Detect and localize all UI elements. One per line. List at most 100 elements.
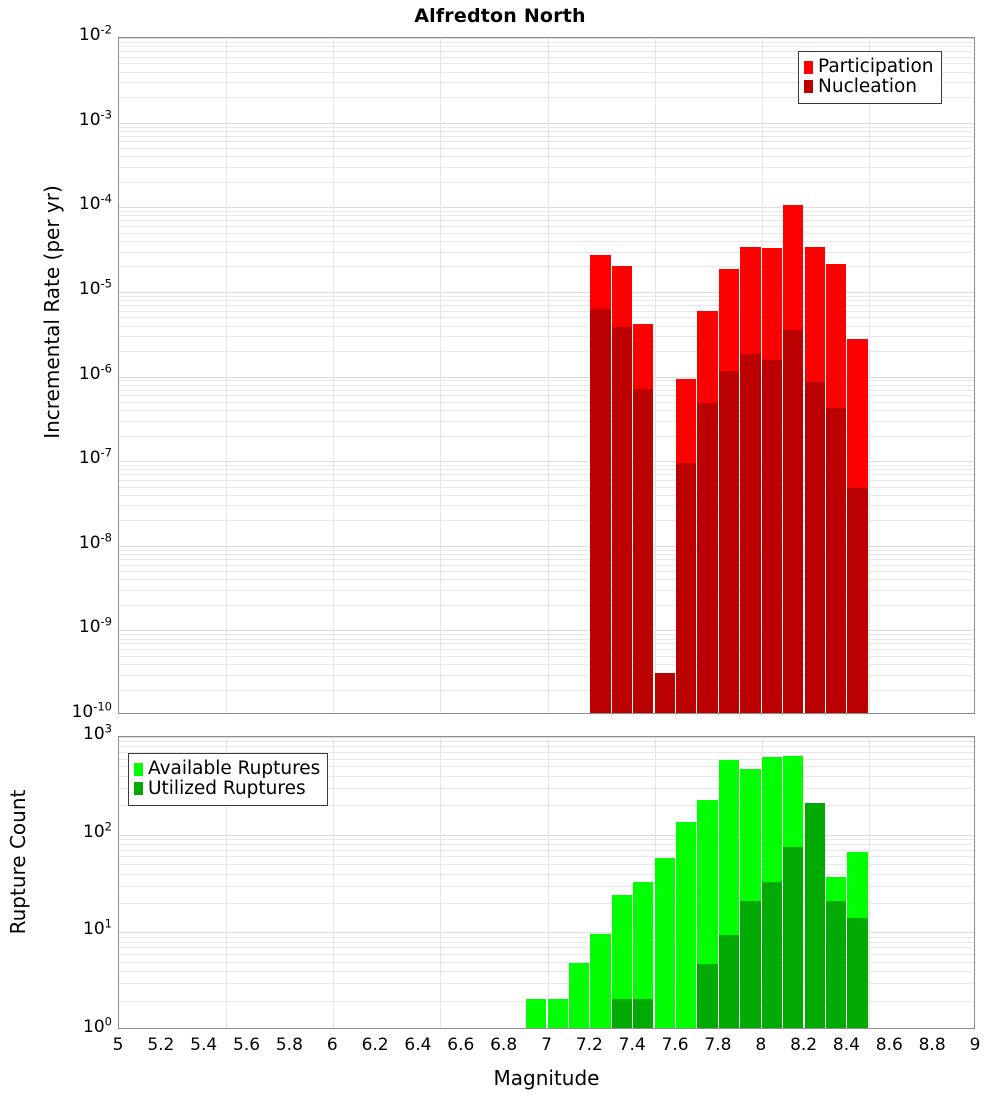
top-y-axis-ticks: 10-2 10-3 10-4 10-5 10-6 10-7 10-8 10-9 10-10 <box>0 24 112 721</box>
gridline-horizontal <box>119 571 974 573</box>
gridline-horizontal <box>119 505 974 507</box>
gridline-horizontal <box>119 395 974 397</box>
gridline-horizontal <box>119 384 974 386</box>
y-axis-tick-label: 100 <box>83 1014 112 1037</box>
gridline-horizontal <box>119 590 974 591</box>
y-axis-tick-label: 10-2 <box>78 22 112 45</box>
gridline-horizontal <box>119 844 974 846</box>
rupture-count-plot <box>118 736 975 1029</box>
gridline-horizontal <box>119 56 974 58</box>
gridline-horizontal <box>119 775 974 777</box>
available-ruptures-bar <box>547 998 568 1028</box>
nucleation-bar <box>783 329 804 713</box>
gridline-horizontal <box>119 465 974 466</box>
nucleation-bar <box>804 381 825 713</box>
gridline-horizontal <box>119 130 974 132</box>
gridline-horizontal <box>119 310 974 312</box>
gridline-vertical <box>226 737 228 1028</box>
gridline-horizontal <box>119 689 974 691</box>
gridline-horizontal <box>119 220 974 222</box>
x-axis-label: Magnitude <box>493 1066 600 1090</box>
x-axis-tick-label: 6 <box>326 1035 338 1055</box>
gridline-horizontal <box>119 766 974 768</box>
gridline-horizontal <box>119 46 974 48</box>
x-axis-tick-label: 8 <box>755 1035 767 1055</box>
gridline-horizontal <box>119 479 974 481</box>
utilized-ruptures-bar <box>718 934 740 1028</box>
gridline-horizontal <box>119 630 974 632</box>
gridline-horizontal <box>119 135 974 137</box>
gridline-horizontal <box>119 885 974 887</box>
y-axis-tick-label: 10-4 <box>78 191 112 215</box>
nucleation-bar <box>697 403 718 713</box>
gridline-vertical <box>226 38 228 713</box>
gridline-horizontal <box>119 839 974 841</box>
gridline-horizontal <box>119 380 974 382</box>
gridline-horizontal <box>119 961 974 963</box>
gridline-horizontal <box>119 226 974 228</box>
gridline-horizontal <box>119 643 974 645</box>
legend-item-label: Available Ruptures <box>148 758 321 779</box>
gridline-horizontal <box>119 941 974 943</box>
gridline-horizontal <box>119 336 974 338</box>
bar-group <box>783 737 804 1028</box>
y-axis-tick-label: 10-5 <box>78 276 112 299</box>
gridline-horizontal <box>119 486 974 488</box>
legend-swatch-icon <box>804 60 813 74</box>
bar-group <box>826 737 847 1028</box>
gridline-horizontal <box>119 435 974 437</box>
gridline-horizontal <box>119 141 974 143</box>
gridline-horizontal <box>119 752 974 754</box>
gridline-horizontal <box>119 401 974 403</box>
bar-group <box>590 38 611 713</box>
bar-group <box>611 737 632 1028</box>
incremental-rate-plot <box>118 37 975 714</box>
bottom-legend: Available Ruptures Utilized Ruptures <box>128 753 329 806</box>
gridline-horizontal <box>119 856 974 858</box>
gridline-horizontal <box>119 947 974 949</box>
gridline-horizontal <box>119 649 974 651</box>
available-ruptures-bar <box>526 998 547 1028</box>
x-axis-tick-label: 5.8 <box>275 1035 303 1055</box>
bar-group <box>740 737 761 1028</box>
bar-group <box>633 737 654 1028</box>
gridline-horizontal <box>119 873 974 875</box>
bar-group <box>804 737 825 1028</box>
bar-group <box>654 737 675 1028</box>
bar-group <box>526 737 547 1028</box>
gridline-horizontal <box>119 181 974 183</box>
gridline-horizontal <box>119 746 974 748</box>
gridline-horizontal <box>119 251 974 253</box>
gridline-vertical <box>654 38 656 713</box>
gridline-horizontal <box>119 954 974 955</box>
top-legend-item: Nucleation <box>804 77 934 97</box>
nucleation-bar <box>847 488 868 713</box>
bar-group <box>676 737 697 1028</box>
x-axis-tick-label: 9 <box>969 1035 981 1055</box>
gridline-horizontal <box>119 295 974 297</box>
gridline-horizontal <box>119 758 974 760</box>
gridline-horizontal <box>119 604 974 606</box>
utilized-ruptures-bar <box>633 998 654 1028</box>
gridline-horizontal <box>119 520 974 522</box>
bar-group <box>633 38 654 713</box>
page-title: Alfredton North <box>414 5 586 27</box>
gridline-horizontal <box>119 553 974 555</box>
gridline-horizontal <box>119 410 974 412</box>
gridline-horizontal <box>119 63 974 65</box>
bar-group <box>697 38 718 713</box>
nucleation-bar <box>611 327 632 713</box>
utilized-ruptures-bar <box>611 998 632 1028</box>
gridline-horizontal <box>119 902 974 904</box>
available-ruptures-bar <box>676 821 697 1028</box>
gridline-horizontal <box>119 82 974 84</box>
gridline-horizontal <box>119 38 974 39</box>
gridline-vertical <box>333 38 335 713</box>
gridline-horizontal <box>119 737 974 738</box>
y-axis-tick-label: 102 <box>83 819 112 842</box>
gridline-horizontal <box>119 638 974 640</box>
legend-swatch-icon <box>134 782 143 796</box>
utilized-ruptures-bar <box>826 900 847 1028</box>
x-axis-tick-label: 8.4 <box>832 1035 860 1055</box>
bar-group <box>547 737 568 1028</box>
